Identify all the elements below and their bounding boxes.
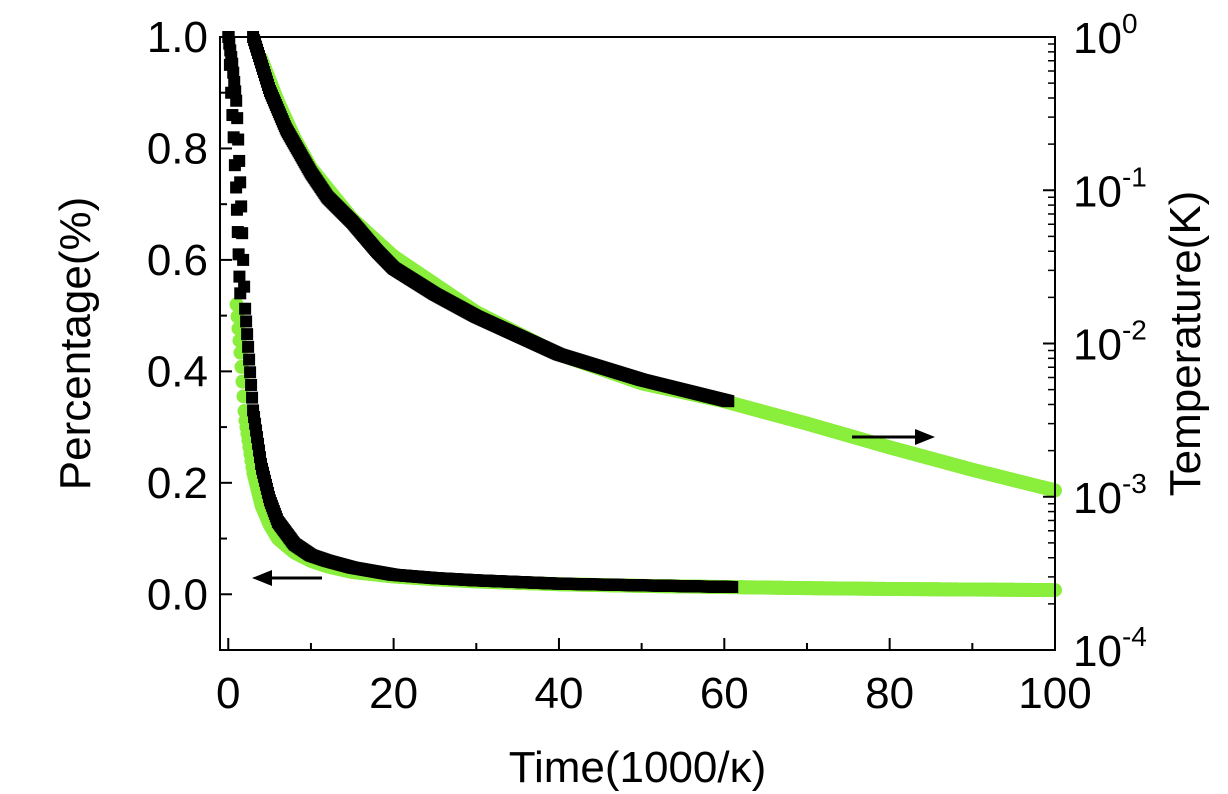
- arrow-layer: [252, 429, 935, 586]
- data-point-square: [235, 200, 248, 213]
- x-tick-label: 40: [534, 669, 583, 718]
- data-point-square: [236, 227, 249, 240]
- data-point-square: [245, 378, 258, 391]
- y-left-tick-label: 0.8: [147, 124, 208, 173]
- y-left-tick-label: 0.0: [147, 570, 208, 619]
- x-tick-label: 0: [216, 669, 240, 718]
- data-point-square: [244, 366, 257, 379]
- x-tick-label: 60: [700, 669, 749, 718]
- y-left-tick-label: 0.2: [147, 459, 208, 508]
- data-point-square: [228, 76, 241, 89]
- left-axis-arrow-head: [252, 570, 272, 586]
- data-point-square: [240, 315, 253, 328]
- data-point-square: [231, 112, 244, 125]
- data-point-square: [230, 94, 243, 107]
- series-0: [222, 31, 739, 594]
- data-point-square: [229, 85, 242, 98]
- data-point-square: [232, 133, 245, 146]
- data-point-square: [246, 391, 259, 404]
- x-axis-label: Time(1000/κ): [509, 743, 767, 792]
- data-point-square: [233, 270, 246, 283]
- series-1: [229, 297, 1062, 598]
- data-point-square: [250, 424, 263, 437]
- y-right-tick-label: 10-4: [1073, 621, 1147, 676]
- label-layer: 0 20 40 60 80 100 0.0 0.2 0.4 0.6 0.8 1.0 100 10-1 10-…: [147, 8, 1147, 718]
- data-point-square: [242, 340, 255, 353]
- data-point-square: [238, 280, 251, 293]
- data-point-square: [233, 154, 246, 167]
- y-left-tick-label: 0.6: [147, 236, 208, 285]
- data-point-square: [726, 581, 739, 594]
- y-right-tick-label: 10-1: [1073, 161, 1147, 216]
- tick-layer: [220, 36, 1056, 651]
- y-right-tick-label: 10-3: [1073, 468, 1147, 523]
- data-point-square: [243, 353, 256, 366]
- data-point-square: [227, 66, 240, 79]
- right-axis-arrow-head: [915, 429, 935, 445]
- series-3: [254, 51, 1062, 498]
- x-tick-label: 80: [865, 669, 914, 718]
- series-layer: [222, 31, 1062, 598]
- data-point-square: [237, 253, 250, 266]
- x-tick-label: 20: [369, 669, 418, 718]
- y-left-tick-label: 1.0: [147, 13, 208, 62]
- data-point-square: [234, 176, 247, 189]
- x-tick-label: 100: [1018, 669, 1091, 718]
- data-point-square: [239, 302, 252, 315]
- y-axis-right-label: Temperature(K): [1161, 191, 1210, 497]
- y-left-tick-label: 0.4: [147, 347, 208, 396]
- data-point-square: [241, 328, 254, 341]
- series-2: [247, 31, 735, 408]
- y-right-tick-label: 10-2: [1073, 315, 1147, 370]
- y-right-tick-label: 100: [1073, 8, 1138, 63]
- y-axis-left-label: Percentage(%): [51, 197, 100, 490]
- data-point-square: [722, 395, 735, 408]
